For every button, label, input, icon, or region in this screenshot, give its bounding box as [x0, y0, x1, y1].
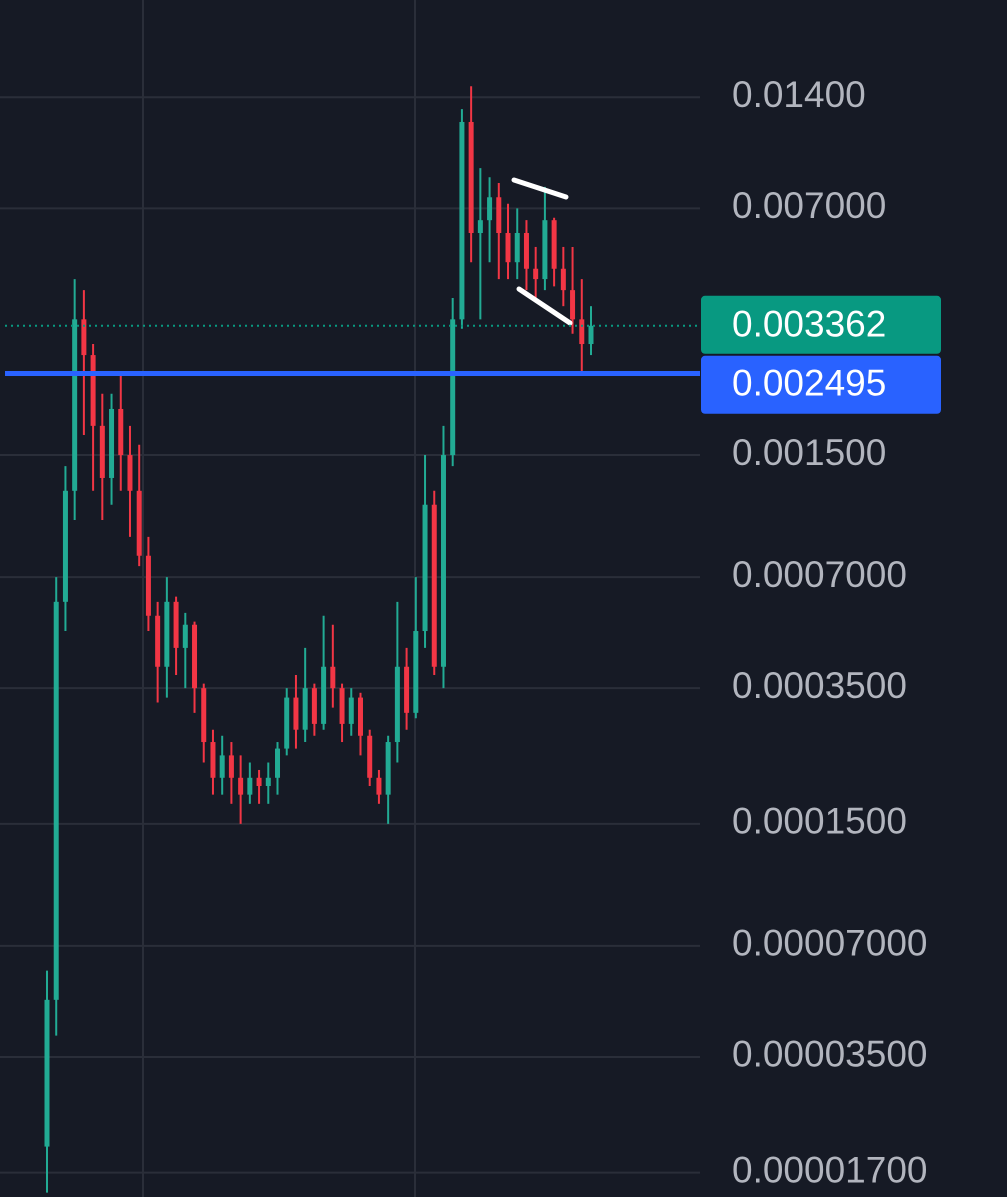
candle-body — [293, 697, 299, 730]
candle-body — [440, 455, 446, 667]
y-tick-label: 0.0003500 — [732, 665, 907, 706]
candle-body — [505, 233, 511, 263]
candle-body — [542, 220, 548, 280]
candle-body — [514, 233, 520, 263]
candle-body — [450, 319, 456, 456]
candle-body — [109, 408, 115, 478]
candle-body — [422, 504, 428, 632]
candle-body — [579, 319, 585, 345]
candle-body — [404, 666, 410, 713]
candle-body — [330, 666, 336, 689]
candle-body — [182, 624, 188, 648]
candles — [44, 86, 594, 1193]
candle-body — [560, 268, 566, 291]
y-tick-label: 0.01400 — [732, 74, 866, 115]
candle-body — [81, 319, 87, 356]
overlay: 0.01400 0.007000 0.001500 0.0007000 0.000350… — [5, 74, 941, 1190]
candle-body — [256, 777, 262, 786]
candle-body — [477, 220, 483, 234]
candle-body — [53, 601, 59, 1000]
last-price-badge — [701, 295, 941, 354]
candle-body — [173, 601, 179, 648]
candle-body — [192, 624, 198, 689]
trend-line — [511, 177, 569, 200]
y-tick-label: 0.00007000 — [732, 923, 927, 964]
candle-body — [588, 325, 594, 345]
candle-body — [99, 425, 105, 478]
candle-body — [413, 631, 419, 713]
candle-body — [367, 735, 373, 778]
candle-body — [321, 666, 327, 724]
candle-body — [431, 504, 437, 667]
y-tick-label: 0.001500 — [732, 432, 886, 473]
candle-body — [228, 755, 234, 778]
candle-body — [201, 688, 207, 743]
candle-body — [238, 777, 244, 795]
y-tick-label: 0.00003500 — [732, 1034, 927, 1075]
candle-body — [284, 697, 290, 749]
trend-line — [516, 286, 573, 326]
candle-body — [376, 777, 382, 795]
last-price-label: 0.003362 — [732, 304, 886, 345]
candle-body — [468, 121, 474, 234]
y-tick-label: 0.007000 — [732, 185, 886, 226]
horizontal-line-label: 0.002495 — [732, 363, 886, 404]
candle-body — [533, 268, 539, 280]
candle-body — [523, 233, 529, 269]
candle-body — [275, 748, 281, 778]
candle-body — [394, 666, 400, 743]
candle-body — [118, 408, 124, 456]
candle-body — [44, 999, 50, 1147]
y-tick-label: 0.0001500 — [732, 801, 907, 842]
y-tick-label: 0.00001700 — [732, 1149, 927, 1190]
candle-body — [127, 455, 133, 491]
candle-body — [496, 197, 502, 234]
candle-body — [339, 688, 345, 724]
candle-body — [145, 555, 151, 616]
candle-body — [62, 490, 68, 602]
candle-body — [155, 615, 161, 667]
horizontal-line-badge — [701, 355, 941, 414]
candle-body — [348, 697, 354, 724]
candle-body — [210, 742, 216, 778]
candle-body — [164, 601, 170, 667]
candle-body — [357, 697, 363, 736]
candle-body — [90, 355, 96, 426]
candle-body — [487, 197, 493, 221]
candle-body — [385, 742, 391, 795]
candle-body — [247, 777, 253, 795]
candle-body — [302, 688, 308, 730]
candle-body — [459, 121, 465, 320]
candle-body — [72, 319, 78, 491]
candle-body — [136, 490, 142, 556]
candle-body — [265, 777, 271, 786]
grid — [0, 96, 700, 1174]
y-tick-label: 0.0007000 — [732, 554, 907, 595]
candle-body — [551, 220, 557, 269]
candle-body — [311, 688, 317, 724]
candle-body — [219, 755, 225, 778]
candle-body — [570, 290, 576, 320]
